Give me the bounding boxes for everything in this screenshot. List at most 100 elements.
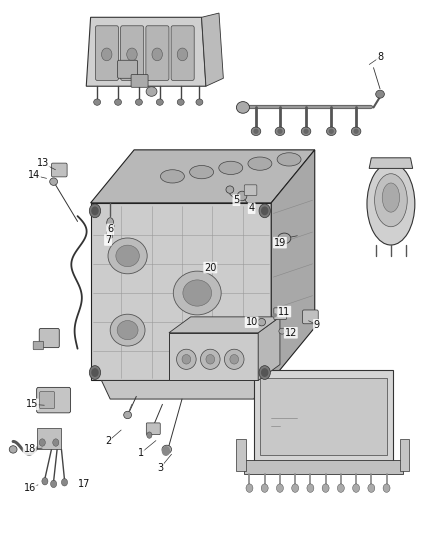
Circle shape [368,484,375,492]
Ellipse shape [277,153,301,166]
Text: 18: 18 [24,445,36,455]
Circle shape [246,484,253,492]
Polygon shape [102,381,262,399]
FancyBboxPatch shape [274,308,286,319]
Polygon shape [86,17,206,86]
Ellipse shape [237,191,247,201]
FancyBboxPatch shape [120,26,144,80]
Circle shape [177,48,187,61]
Text: 9: 9 [314,320,320,330]
Text: 8: 8 [377,52,383,62]
Circle shape [147,432,152,438]
Ellipse shape [177,349,196,369]
Circle shape [39,439,46,446]
Ellipse shape [219,161,243,174]
Circle shape [92,369,98,376]
Circle shape [89,366,101,379]
Text: 3: 3 [157,463,163,473]
FancyBboxPatch shape [244,459,403,474]
Text: 20: 20 [204,263,216,272]
FancyBboxPatch shape [237,439,246,471]
Polygon shape [91,150,315,203]
Ellipse shape [367,163,415,245]
Ellipse shape [106,230,113,239]
Circle shape [259,366,270,379]
Text: 14: 14 [28,171,40,180]
Ellipse shape [201,349,220,369]
Ellipse shape [115,99,121,106]
Circle shape [353,484,360,492]
Ellipse shape [374,174,407,227]
Ellipse shape [376,90,385,98]
Circle shape [89,204,101,217]
Text: 17: 17 [78,479,90,489]
Circle shape [261,484,268,492]
FancyBboxPatch shape [37,428,61,449]
Circle shape [307,484,314,492]
FancyBboxPatch shape [117,60,138,78]
Text: 19: 19 [274,238,286,248]
FancyBboxPatch shape [95,26,118,80]
Text: 11: 11 [278,306,290,317]
Ellipse shape [110,314,145,346]
Text: 7: 7 [105,235,111,245]
Circle shape [162,447,170,455]
Ellipse shape [277,128,283,134]
FancyBboxPatch shape [171,26,194,80]
Ellipse shape [156,99,163,106]
Ellipse shape [94,99,101,106]
Ellipse shape [116,245,139,266]
Polygon shape [169,317,280,333]
Ellipse shape [117,320,138,340]
Circle shape [42,478,48,485]
Text: 15: 15 [26,399,38,409]
Ellipse shape [279,328,286,334]
Ellipse shape [146,87,157,96]
Polygon shape [369,158,413,168]
Circle shape [383,484,390,492]
Text: 16: 16 [24,483,36,493]
Ellipse shape [230,354,239,364]
FancyBboxPatch shape [254,370,393,463]
Ellipse shape [351,127,361,135]
Ellipse shape [253,128,258,134]
Circle shape [259,204,270,217]
Ellipse shape [251,127,261,135]
Ellipse shape [278,233,291,244]
Circle shape [322,484,329,492]
Ellipse shape [301,127,311,135]
Circle shape [61,479,67,486]
Text: 6: 6 [107,224,113,235]
FancyBboxPatch shape [399,439,409,471]
FancyBboxPatch shape [146,423,160,434]
FancyBboxPatch shape [146,26,169,80]
Ellipse shape [353,128,359,134]
Circle shape [50,480,57,488]
Ellipse shape [162,445,172,454]
Ellipse shape [328,128,334,134]
Ellipse shape [9,446,17,453]
Ellipse shape [224,349,244,369]
Circle shape [53,439,59,446]
Ellipse shape [275,127,285,135]
FancyBboxPatch shape [40,392,54,409]
Circle shape [292,484,299,492]
FancyBboxPatch shape [33,341,44,350]
Ellipse shape [108,238,147,274]
Circle shape [152,48,162,61]
FancyBboxPatch shape [303,310,318,324]
Circle shape [276,484,283,492]
Ellipse shape [177,99,184,106]
Ellipse shape [160,169,184,183]
Text: 10: 10 [246,317,258,327]
Ellipse shape [107,217,114,228]
FancyBboxPatch shape [39,328,59,348]
Ellipse shape [258,318,265,326]
Ellipse shape [135,99,142,106]
Circle shape [337,484,344,492]
Circle shape [127,48,137,61]
Polygon shape [91,203,271,381]
Ellipse shape [49,178,57,185]
Text: 12: 12 [285,328,297,338]
Ellipse shape [206,354,215,364]
